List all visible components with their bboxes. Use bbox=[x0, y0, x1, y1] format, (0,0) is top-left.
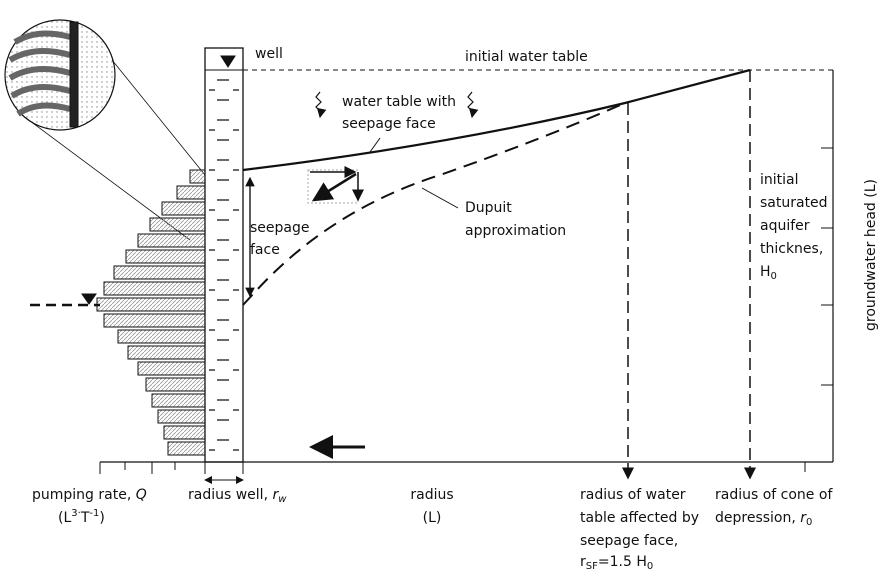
aquifer-label: initial bbox=[760, 172, 799, 188]
seepage-face-label: face bbox=[250, 242, 280, 258]
radius-sf-label: table affected by bbox=[580, 510, 699, 526]
text: pumping rate, bbox=[32, 487, 136, 503]
aquifer-label: thicknes, bbox=[760, 241, 823, 257]
seepage-face-label: seepage bbox=[250, 220, 310, 236]
pumping-units: (L3·T-1) bbox=[58, 508, 105, 526]
pumping-label: pumping rate, Q bbox=[32, 487, 147, 503]
text: =1.5 bbox=[598, 554, 636, 570]
text: radius well, bbox=[188, 487, 272, 503]
symbol: Q bbox=[136, 487, 147, 503]
subscript: SF bbox=[586, 561, 598, 570]
superscript: -1 bbox=[89, 508, 99, 519]
text: depression, bbox=[715, 510, 800, 526]
radius-cone-label: radius of cone of bbox=[715, 487, 833, 503]
well-label: well bbox=[255, 46, 283, 62]
symbol: H bbox=[760, 264, 771, 280]
aquifer-symbol: H0 bbox=[760, 264, 777, 282]
radius-sf-label: seepage face, bbox=[580, 533, 678, 549]
water-table-label: seepage face bbox=[342, 116, 436, 132]
subscript: 0 bbox=[771, 271, 777, 282]
y-axis-label: groundwater head (L) bbox=[863, 179, 879, 331]
radius-sf-label: radius of water bbox=[580, 487, 686, 503]
radius-label: radius bbox=[410, 487, 453, 503]
dupuit-label: Dupuit bbox=[465, 200, 512, 216]
subscript: w bbox=[278, 494, 287, 505]
radius-well-label: radius well, rw bbox=[188, 487, 287, 505]
initial-water-table-label: initial water table bbox=[465, 49, 588, 65]
radius-label: (L) bbox=[423, 510, 442, 526]
symbol: H bbox=[636, 554, 647, 570]
subscript: 0 bbox=[647, 561, 653, 570]
text: (L bbox=[58, 510, 71, 526]
drawing bbox=[5, 20, 833, 480]
aquifer-label: aquifer bbox=[760, 218, 810, 234]
diagram: well initial water table water table wit… bbox=[0, 0, 880, 570]
superscript: 3· bbox=[71, 508, 81, 519]
text: T bbox=[80, 510, 90, 526]
dupuit-label: approximation bbox=[465, 223, 566, 239]
water-table-label: water table with bbox=[342, 94, 456, 110]
aquifer-label: saturated bbox=[760, 195, 828, 211]
radius-cone-label: depression, r0 bbox=[715, 510, 812, 528]
radius-sf-formula: rSF=1.5 H0 bbox=[580, 554, 653, 570]
text: ) bbox=[99, 510, 104, 526]
subscript: 0 bbox=[806, 517, 812, 528]
